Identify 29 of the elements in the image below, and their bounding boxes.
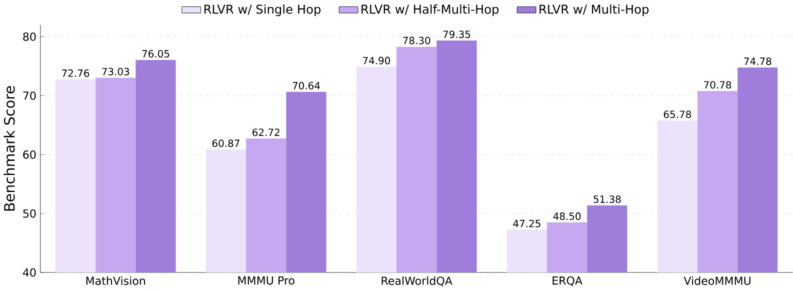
data-label: 74.78 [744, 58, 772, 66]
data-label: 65.78 [664, 110, 691, 118]
legend-label: RLVR w/ Multi-Hop [540, 4, 649, 16]
data-label: 70.64 [292, 82, 320, 90]
x-tick-label: MMMU Pro [238, 276, 294, 285]
x-tick-label: MathVision [86, 276, 146, 285]
data-label: 48.50 [553, 212, 581, 220]
x-tick-label: ERQA [552, 276, 582, 286]
legend-label: RLVR w/ Half-Multi-Hop [362, 4, 499, 16]
data-label: 74.90 [363, 56, 390, 64]
y-tick-label: 50 [23, 209, 36, 218]
y-tick-label: 70 [23, 91, 36, 100]
data-label: 79.35 [443, 30, 470, 38]
data-label: 62.72 [252, 128, 280, 136]
y-axis-title: Benchmark Score [4, 86, 15, 211]
x-tick-label: VideoMMMU [684, 276, 750, 285]
data-label: 73.03 [102, 68, 130, 76]
data-label: 72.76 [62, 69, 90, 77]
y-tick-label: 40 [22, 268, 36, 277]
legend-label: RLVR w/ Single Hop [204, 4, 321, 16]
data-label: 70.78 [704, 81, 732, 89]
data-label: 47.25 [513, 220, 540, 228]
x-tick-label: RealWorldQA [382, 276, 452, 286]
data-label: 60.87 [212, 140, 240, 148]
data-label: 76.05 [142, 50, 170, 58]
y-tick-label: 80 [23, 32, 36, 41]
data-label: 51.38 [594, 196, 621, 204]
y-tick-label: 60 [23, 150, 36, 159]
data-label: 78.30 [403, 36, 430, 44]
